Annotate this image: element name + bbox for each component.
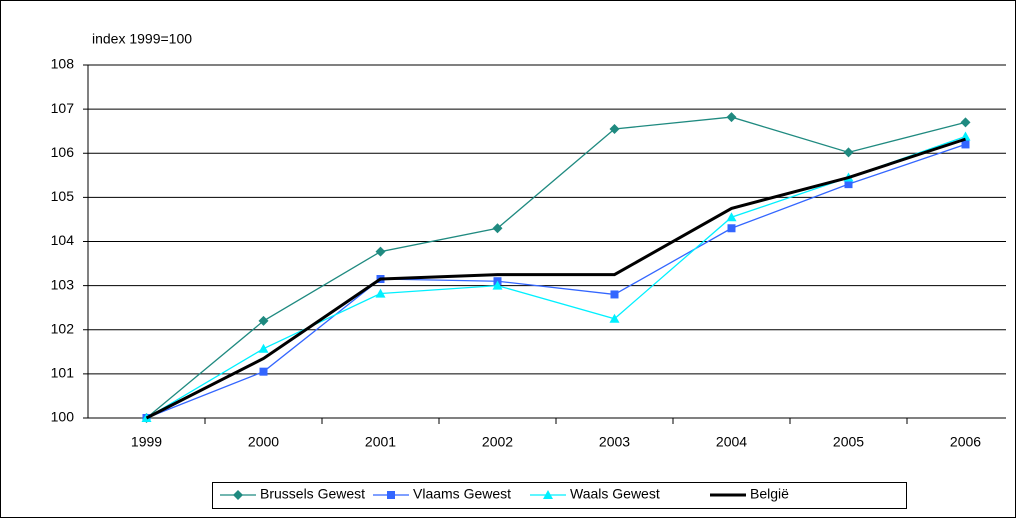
marker <box>610 290 619 299</box>
y-tick-label: 106 <box>51 144 75 160</box>
marker <box>843 147 854 158</box>
x-tick-label: 2000 <box>248 434 279 450</box>
legend-marker <box>543 490 553 499</box>
y-axis-label: index 1999=100 <box>92 31 192 47</box>
marker <box>961 140 970 149</box>
legend-marker <box>233 490 243 500</box>
legend-label: Waals Gewest <box>570 486 660 502</box>
y-tick-label: 103 <box>51 276 75 292</box>
y-tick-label: 104 <box>51 232 75 248</box>
legend-label: Vlaams Gewest <box>413 486 511 502</box>
marker <box>609 123 620 134</box>
marker <box>726 112 737 123</box>
marker <box>259 367 268 376</box>
y-tick-label: 101 <box>51 365 75 381</box>
marker <box>727 224 736 233</box>
legend-marker <box>387 491 395 499</box>
marker <box>375 288 386 298</box>
y-tick-label: 102 <box>51 320 75 336</box>
marker <box>844 180 853 189</box>
marker <box>726 212 737 222</box>
y-tick-label: 108 <box>51 56 75 72</box>
x-tick-label: 2004 <box>716 434 747 450</box>
marker <box>492 280 503 290</box>
marker <box>609 313 620 323</box>
marker <box>960 117 971 128</box>
x-tick-label: 2001 <box>365 434 396 450</box>
series-line <box>146 116 966 419</box>
x-tick-label: 2003 <box>599 434 630 450</box>
y-tick-label: 107 <box>51 100 75 116</box>
legend-label: België <box>750 486 789 502</box>
y-tick-label: 100 <box>51 409 75 425</box>
legend: Brussels Gewest Vlaams Gewest Waals Gewest… <box>212 482 907 509</box>
series-line <box>146 143 966 419</box>
marker <box>258 315 269 326</box>
marker <box>960 131 971 141</box>
marker <box>492 223 503 234</box>
x-tick-label: 1999 <box>131 434 162 450</box>
x-tick-label: 2006 <box>950 434 981 450</box>
marker <box>375 246 386 257</box>
x-tick-label: 2002 <box>482 434 513 450</box>
y-tick-label: 105 <box>51 188 75 204</box>
series-line <box>145 137 966 420</box>
legend-label: Brussels Gewest <box>260 486 365 502</box>
marker <box>258 343 269 353</box>
x-tick-label: 2005 <box>833 434 864 450</box>
